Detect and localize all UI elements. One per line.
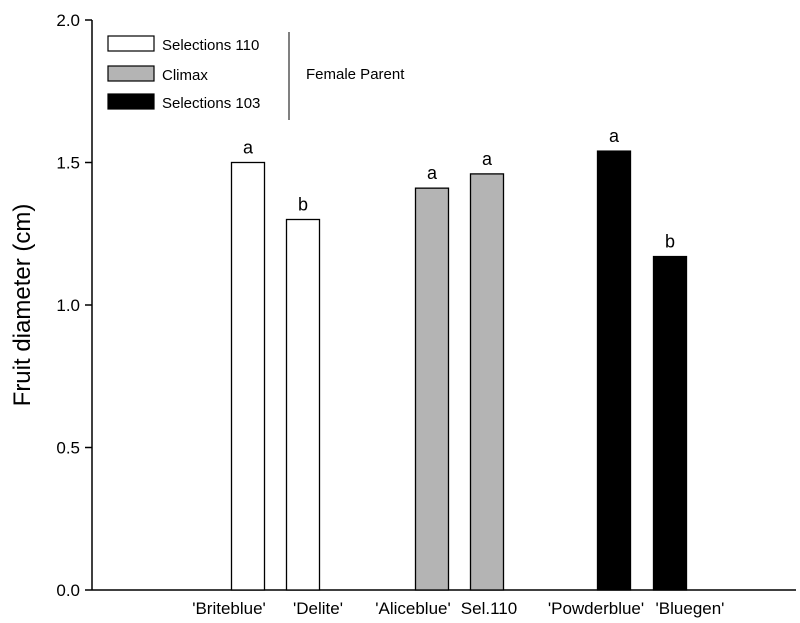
- x-tick-label: 'Bluegen': [656, 599, 725, 618]
- y-tick-label: 2.0: [56, 11, 80, 30]
- bar: [285, 218, 321, 591]
- x-tick-label: 'Aliceblue': [375, 599, 450, 618]
- x-tick-label: Sel.110: [461, 599, 517, 618]
- legend-swatch: [107, 35, 155, 52]
- y-axis-label: Fruit diameter (cm): [9, 204, 36, 407]
- bar-series: [230, 150, 688, 591]
- legend-entry-label: Selections 110: [162, 37, 259, 54]
- y-tick-label: 1.5: [56, 154, 80, 173]
- legend-title: Female Parent: [306, 66, 405, 83]
- legend: Selections 110 Climax Selections 103 Female…: [107, 32, 405, 120]
- significance-label: a: [482, 149, 493, 169]
- x-tick-label: 'Delite': [293, 599, 343, 618]
- bar: [230, 161, 266, 591]
- x-tick-label: 'Briteblue': [192, 599, 266, 618]
- legend-swatch: [107, 93, 155, 110]
- plot-area: 0.0 0.5 1.0 1.5 2.0 'Briteblue' 'Delite' 'Alic…: [56, 11, 796, 618]
- x-axis-category-labels: 'Briteblue' 'Delite' 'Aliceblue' Sel.110 'Po…: [192, 599, 724, 618]
- y-tick-label: 0.0: [56, 581, 80, 600]
- x-tick-label: 'Powderblue': [548, 599, 644, 618]
- significance-labels: a b a a a b: [243, 126, 675, 251]
- y-tick-label: 0.5: [56, 439, 80, 458]
- significance-label: b: [298, 195, 308, 215]
- bar: [596, 150, 632, 591]
- legend-swatch: [107, 65, 155, 82]
- significance-label: a: [609, 126, 620, 146]
- bar: [652, 255, 688, 591]
- bar: [414, 187, 450, 591]
- legend-entry-label: Climax: [162, 67, 208, 84]
- legend-entry-label: Selections 103: [162, 95, 260, 112]
- y-tick-label: 1.0: [56, 296, 80, 315]
- y-axis-ticks: 0.0 0.5 1.0 1.5 2.0: [56, 11, 92, 600]
- significance-label: a: [243, 138, 254, 158]
- significance-label: a: [427, 163, 438, 183]
- significance-label: b: [665, 232, 675, 252]
- bar: [469, 173, 505, 591]
